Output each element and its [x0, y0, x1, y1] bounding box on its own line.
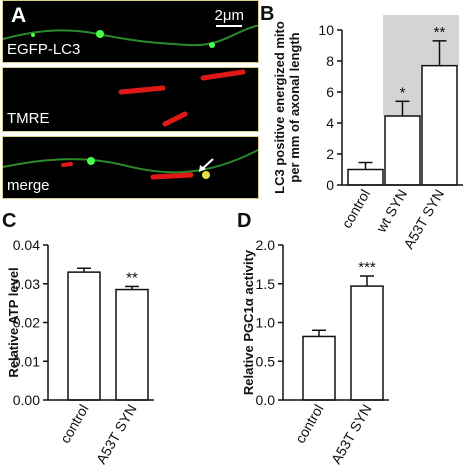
merge-image	[3, 148, 258, 180]
chart-b-significance: *	[400, 84, 406, 101]
chart-b-ylabel: LC3 positive energized mitoper mm of axo…	[272, 21, 302, 194]
chart-c-category-label: control	[57, 402, 92, 446]
scale-bar: 2μm	[215, 7, 244, 27]
micro-panel-egfp: A 2μm EGFP-LC3	[2, 0, 259, 63]
panel-c-letter: C	[2, 210, 16, 232]
chart-b-bar	[421, 64, 458, 186]
chart-b: B 0 2 4 6 8 10 LC3 positive energized mitoper m…	[260, 3, 463, 252]
micro-panel-tmre: TMRE	[2, 67, 259, 132]
merge-label: merge	[7, 177, 50, 194]
chart-c-category-label: A53T SYN	[93, 402, 140, 467]
tmre-label: TMRE	[7, 110, 50, 127]
chart-b-ytick-label: 8	[326, 53, 334, 69]
chart-c-ytick-label: 0.04	[13, 237, 40, 253]
scale-bar-line	[216, 25, 243, 27]
chart-c-ytick-label: 0.01	[13, 353, 40, 369]
chart-b-ytick-label: 4	[326, 115, 334, 131]
chart-d-ylabel: Relative PGC1α activity	[241, 249, 256, 395]
chart-d-ytick-label: 0.5	[256, 353, 276, 369]
panel-a-letter: A	[11, 4, 27, 27]
chart-c: C 0.00 0.01 0.02 0.03 0.04 Relative ATP level c…	[2, 210, 154, 467]
egfp-image	[3, 24, 258, 48]
chart-b-bar	[347, 168, 384, 186]
chart-c-ylabel: Relative ATP level	[6, 267, 21, 377]
chart-b-ytick-label: 2	[326, 146, 334, 162]
chart-b-highlight-box	[383, 15, 422, 117]
chart-d-ytick-label: 2.0	[256, 237, 276, 253]
chart-c-significance: **	[126, 269, 138, 286]
chart-d-significance: ***	[358, 259, 376, 276]
panel-b-letter: B	[260, 3, 274, 25]
chart-c-bar	[115, 288, 149, 401]
chart-c-ytick-label: 0.02	[13, 315, 40, 331]
micro-panel-merge: merge	[2, 136, 259, 199]
chart-d-category-label: A53T SYN	[328, 402, 375, 467]
chart-d-bar	[350, 285, 384, 401]
chart-d-ytick-label: 1.0	[256, 315, 276, 331]
chart-b-ytick-label: 10	[318, 22, 334, 38]
chart-c-ytick-label: 0.03	[13, 276, 40, 292]
chart-d-ytick-label: 0.0	[256, 392, 276, 408]
chart-d-category-label: control	[292, 402, 327, 446]
chart-b-significance: **	[434, 24, 446, 41]
egfp-label: EGFP-LC3	[7, 41, 81, 58]
chart-d-bar	[302, 335, 336, 401]
scale-bar-label: 2μm	[214, 7, 244, 24]
chart-c-bar	[67, 271, 101, 401]
chart-b-ytick-label: 6	[326, 84, 334, 100]
panel-d-letter: D	[237, 210, 251, 232]
tmre-image	[118, 69, 246, 127]
chart-b-bar	[384, 115, 421, 186]
chart-d-ytick-label: 1.5	[256, 276, 276, 292]
chart-c-ytick-label: 0.00	[13, 392, 40, 408]
chart-b-ytick-label: 0	[326, 177, 334, 193]
